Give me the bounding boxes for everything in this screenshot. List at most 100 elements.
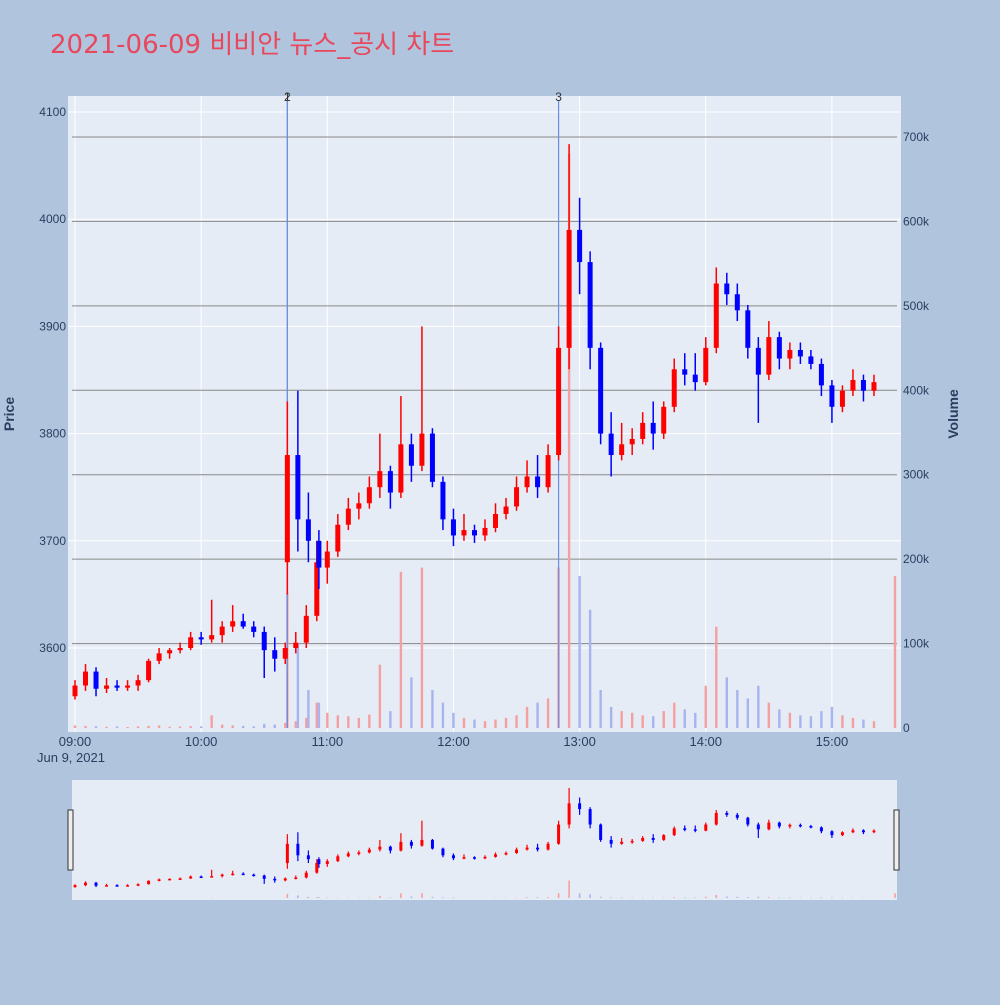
volume-bar xyxy=(116,726,118,728)
price-tick-label: 3900 xyxy=(39,319,66,333)
slider-candle-body xyxy=(872,831,875,833)
slider-volume-bar xyxy=(537,897,539,898)
slider-volume-bar xyxy=(526,897,528,898)
volume-bar xyxy=(652,716,654,728)
volume-bar xyxy=(179,726,181,728)
time-tick-label: 10:00 xyxy=(185,734,218,749)
slider-candle-body xyxy=(294,877,297,879)
volume-bar xyxy=(778,709,780,728)
candle-body xyxy=(609,434,614,455)
candle-body xyxy=(598,348,603,434)
range-slider-background[interactable] xyxy=(72,780,897,900)
slider-candle-body xyxy=(336,856,339,861)
candle-body xyxy=(377,471,382,487)
volume-bar xyxy=(789,713,791,728)
volume-bar xyxy=(536,703,538,728)
volume-bar xyxy=(168,727,170,728)
slider-candle-body xyxy=(841,832,844,835)
slider-volume-bar xyxy=(318,897,320,898)
candle-body xyxy=(461,530,466,535)
volume-bar xyxy=(74,725,76,728)
volume-bar xyxy=(200,726,202,728)
candle-body xyxy=(94,672,99,689)
volume-bar xyxy=(95,726,97,728)
slider-candle-body xyxy=(347,853,350,856)
price-tick-label: 3600 xyxy=(39,641,66,655)
volume-bar xyxy=(400,572,402,728)
candle-body xyxy=(419,434,424,466)
volume-bar xyxy=(307,690,309,728)
candle-body xyxy=(819,364,824,385)
candle-body xyxy=(672,369,677,407)
candle-body xyxy=(430,434,435,482)
volume-bar xyxy=(768,703,770,728)
slider-candle-body xyxy=(536,848,539,850)
candle-body xyxy=(577,230,582,262)
volume-bar xyxy=(736,690,738,728)
volume-bar xyxy=(715,627,717,728)
y2-axis-label: Volume xyxy=(945,389,961,439)
candle-body xyxy=(335,525,340,552)
volume-bar xyxy=(757,686,759,728)
slider-candle-body xyxy=(578,803,581,809)
candle-body xyxy=(693,375,698,383)
slider-candle-body xyxy=(410,842,413,846)
volume-bar xyxy=(820,711,822,728)
slider-candle-body xyxy=(715,813,718,825)
slider-volume-bar xyxy=(821,897,823,898)
slider-candle-body xyxy=(589,809,592,824)
volume-bar xyxy=(610,707,612,728)
volume-tick-label: 200k xyxy=(903,552,930,566)
range-slider-right-handle[interactable] xyxy=(894,810,899,870)
news-marker-label: 2 xyxy=(284,90,291,104)
slider-volume-bar xyxy=(390,897,392,898)
slider-volume-bar xyxy=(568,881,570,898)
slider-volume-bar xyxy=(287,894,289,898)
candle-body xyxy=(398,444,403,492)
candle-body xyxy=(295,455,300,519)
slider-candle-body xyxy=(452,855,455,858)
volume-bar xyxy=(147,726,149,728)
slider-volume-bar xyxy=(558,893,560,898)
candle-body xyxy=(766,337,771,375)
volume-bar xyxy=(442,703,444,728)
candle-body xyxy=(703,348,708,382)
volume-bar xyxy=(852,718,854,728)
volume-bar xyxy=(862,720,864,728)
slider-candle-body xyxy=(307,855,310,859)
slider-candle-body xyxy=(263,876,266,879)
slider-candle-body xyxy=(357,852,360,854)
volume-bar xyxy=(326,713,328,728)
slider-candle-body xyxy=(179,878,182,880)
volume-tick-label: 300k xyxy=(903,468,930,482)
candle-body xyxy=(306,519,311,540)
slider-candle-body xyxy=(189,877,192,879)
slider-volume-bar xyxy=(684,897,686,898)
time-tick-label: 15:00 xyxy=(816,734,849,749)
slider-candle-body xyxy=(788,825,791,827)
candle-body xyxy=(367,487,372,503)
volume-bar xyxy=(463,718,465,728)
range-slider-left-handle[interactable] xyxy=(68,810,73,870)
volume-bar xyxy=(578,576,580,728)
slider-candle-body xyxy=(778,823,781,827)
slider-volume-bar xyxy=(579,893,581,898)
volume-tick-label: 0 xyxy=(903,721,910,735)
candle-body xyxy=(304,616,309,643)
slider-candle-body xyxy=(673,828,676,835)
volume-bar xyxy=(484,721,486,728)
slider-volume-bar xyxy=(673,897,675,898)
slider-volume-bar xyxy=(411,896,413,898)
candle-body xyxy=(115,686,120,688)
slider-candle-body xyxy=(158,879,161,881)
time-tick-label: 12:00 xyxy=(437,734,470,749)
slider-volume-bar xyxy=(705,897,707,898)
slider-volume-bar xyxy=(610,897,612,898)
slider-candle-body xyxy=(725,813,728,815)
slider-candle-body xyxy=(431,840,434,849)
slider-volume-bar xyxy=(779,897,781,898)
slider-candle-body xyxy=(116,885,119,887)
slider-candle-body xyxy=(399,842,402,851)
slider-candle-body xyxy=(736,815,739,818)
